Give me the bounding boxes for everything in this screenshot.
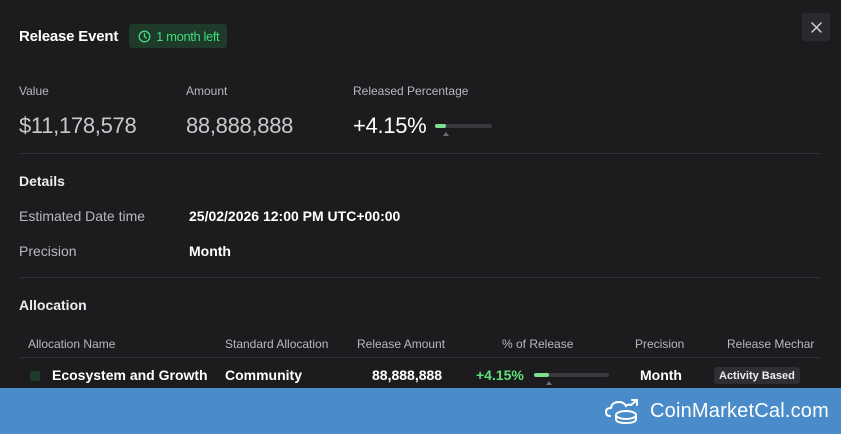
close-icon (810, 21, 822, 33)
amount-label: Amount (186, 84, 228, 98)
estimated-date-value: 25/02/2026 12:00 PM UTC+00:00 (189, 208, 401, 224)
value-label: Value (19, 84, 49, 98)
allocation-title: Allocation (19, 297, 87, 313)
column-header-allocation-name[interactable]: Allocation Name (28, 337, 116, 351)
precision-value: Month (189, 243, 231, 259)
release-mechanism-tag: Activity Based (714, 367, 800, 384)
clock-icon (138, 30, 151, 42)
released-progress-bar (435, 124, 493, 136)
row-release-progress-fill (534, 373, 549, 377)
estimated-date-label: Estimated Date time (19, 208, 146, 224)
column-header-release-amount[interactable]: Release Amount (357, 337, 446, 351)
percent-of-release-cell: +4.15% (476, 367, 524, 383)
release-event-modal: Release Event 1 month left Value $11,178… (19, 13, 830, 385)
value-amount: $11,178,578 (19, 113, 137, 138)
time-left-badge: 1 month left (129, 24, 228, 48)
table-header-divider (19, 357, 820, 358)
column-header-release-mechanism[interactable]: Release Mechar (727, 337, 815, 351)
close-button[interactable] (802, 13, 830, 41)
time-left-label: 1 month left (156, 28, 220, 44)
released-percentage-value: +4.15% (353, 113, 427, 138)
row-release-progress-bar (534, 373, 609, 385)
precision-cell: Month (640, 367, 682, 383)
released-percentage-stat: Released Percentage +4.15% (353, 84, 493, 139)
precision-label: Precision (19, 243, 77, 259)
allocation-name-cell: Ecosystem and Growth (52, 367, 208, 383)
watermark-text: CoinMarketCal.com (649, 399, 829, 422)
divider (19, 277, 821, 278)
released-percentage-label: Released Percentage (353, 84, 469, 98)
standard-allocation-cell: Community (225, 367, 302, 383)
released-progress-fill (435, 124, 447, 128)
column-header-percent-of-release[interactable]: % of Release (502, 337, 574, 351)
row-release-progress-marker (546, 381, 552, 385)
modal-title: Release Event (19, 27, 119, 45)
column-header-standard-allocation[interactable]: Standard Allocation (225, 337, 329, 351)
released-progress-marker (443, 132, 450, 136)
details-title: Details (19, 173, 65, 189)
divider (19, 153, 821, 154)
allocation-color-swatch (30, 371, 40, 381)
coinmarketcal-logo-icon (604, 399, 638, 425)
column-header-precision[interactable]: Precision (635, 337, 685, 351)
amount-stat: Amount 88,888,888 (186, 84, 293, 139)
modal-header: Release Event 1 month left (19, 24, 228, 48)
value-stat: Value $11,178,578 (19, 84, 137, 139)
watermark-banner: CoinMarketCal.com (0, 388, 841, 434)
amount-value: 88,888,888 (186, 113, 294, 138)
release-amount-cell: 88,888,888 (372, 367, 443, 383)
